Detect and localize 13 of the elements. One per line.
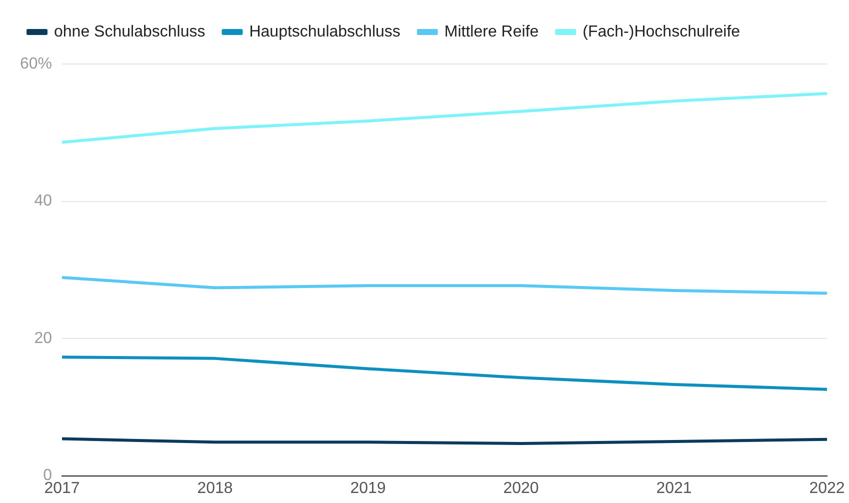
y-tick-label: 40 (34, 192, 52, 210)
y-tick-label: 20 (34, 330, 52, 347)
x-tick-label: 2019 (350, 480, 386, 497)
legend-label: Hauptschulabschluss (249, 23, 400, 40)
x-tick-label: 2018 (197, 480, 233, 497)
legend-label: Mittlere Reife (444, 23, 539, 40)
y-tick-label: 60% (20, 55, 52, 72)
legend-label: (Fach-)Hochschulreife (582, 23, 740, 40)
legend-label: ohne Schulabschluss (54, 23, 206, 40)
x-tick-label: 2022 (809, 480, 845, 497)
x-tick-label: 2017 (44, 480, 80, 497)
x-tick-label: 2020 (503, 480, 539, 497)
x-tick-label: 2021 (656, 480, 692, 497)
